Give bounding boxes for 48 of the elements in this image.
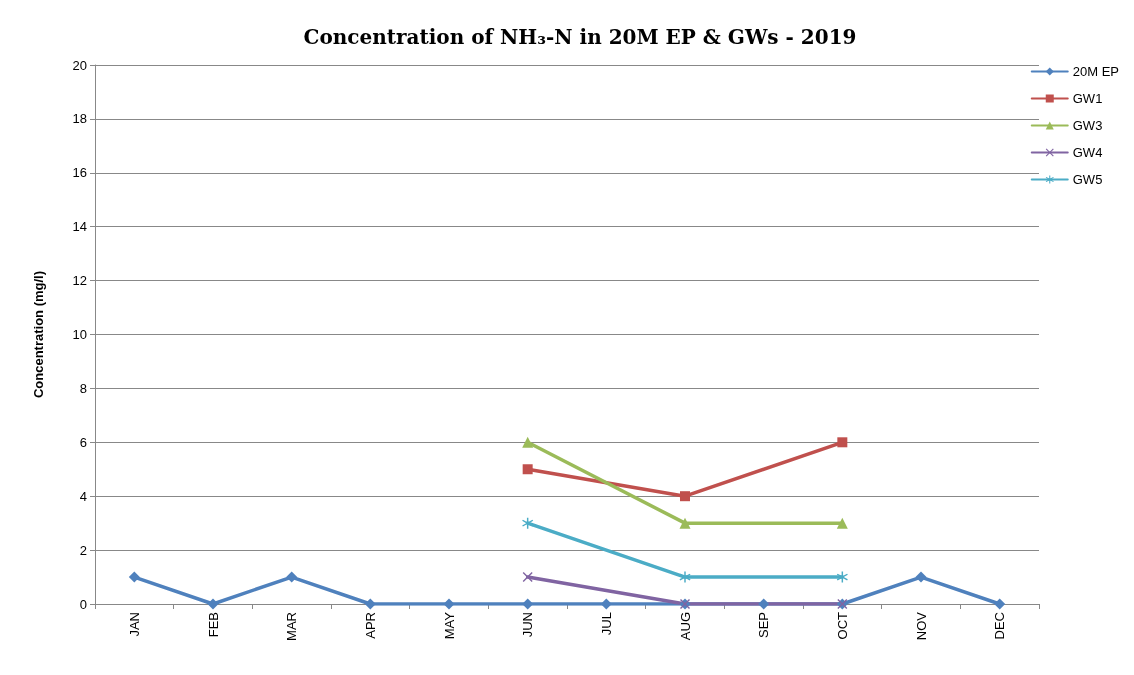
point [679, 517, 691, 529]
point [758, 598, 770, 610]
x-tick-label: SEP [756, 612, 772, 639]
point [836, 571, 848, 583]
y-tick-label: 4 [79, 488, 87, 504]
y-tick-label: 12 [72, 273, 87, 289]
y-tick-label: 6 [79, 434, 87, 450]
y-tick-label: 10 [72, 327, 87, 342]
x-tick-label: JUL [598, 612, 614, 636]
point [837, 437, 848, 448]
x-tick-label: FEB [205, 612, 221, 638]
x-tick-label: APR [362, 612, 378, 639]
chart-title: Concentration of NH₃-N in 20M EP & GWs - 2019 [303, 25, 857, 49]
point [128, 571, 140, 583]
y-axis-title: Concentration (mg/l) [31, 270, 46, 399]
point [207, 598, 219, 610]
point [522, 572, 533, 583]
x-tick-label: MAR [284, 612, 300, 641]
point [364, 598, 376, 610]
x-tick-label: NOV [913, 611, 929, 641]
x-tick-label: OCT [834, 611, 850, 640]
y-tick-label: 16 [72, 165, 87, 181]
x-tick-label: JAN [126, 612, 142, 637]
legend-label: GW3 [1072, 118, 1103, 133]
y-tick-label: 0 [79, 596, 87, 612]
point [522, 464, 533, 475]
legend-label: GW1 [1072, 91, 1103, 106]
point [680, 491, 690, 502]
x-tick-label: AUG [677, 612, 693, 641]
point [679, 571, 691, 583]
y-tick-label: 14 [72, 219, 87, 235]
y-tick-label: 8 [79, 380, 87, 396]
legend-label: GW5 [1072, 172, 1103, 187]
y-tick-label: 20 [72, 57, 87, 73]
point [836, 517, 848, 529]
legend-label: 20M EP [1072, 64, 1120, 79]
legend-label: GW4 [1072, 145, 1103, 160]
point [286, 571, 298, 583]
point [522, 436, 534, 448]
point [915, 571, 927, 583]
x-tick-label: JUN [520, 612, 536, 638]
point [522, 517, 534, 529]
x-tick-label: MAY [441, 611, 457, 640]
x-tick-label: DEC [992, 612, 1008, 640]
point [994, 598, 1006, 610]
y-tick-label: 18 [72, 111, 87, 127]
point [443, 598, 455, 610]
y-tick-label: 2 [79, 542, 87, 558]
